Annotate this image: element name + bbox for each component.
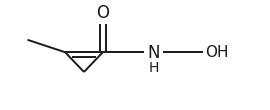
Text: OH: OH — [205, 45, 228, 60]
Text: H: H — [148, 61, 159, 75]
Text: N: N — [147, 44, 160, 62]
Text: O: O — [96, 4, 109, 22]
